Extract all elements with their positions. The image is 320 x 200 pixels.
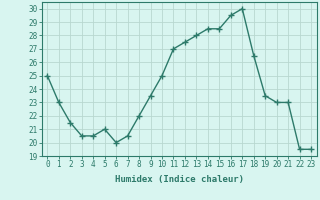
X-axis label: Humidex (Indice chaleur): Humidex (Indice chaleur) xyxy=(115,175,244,184)
